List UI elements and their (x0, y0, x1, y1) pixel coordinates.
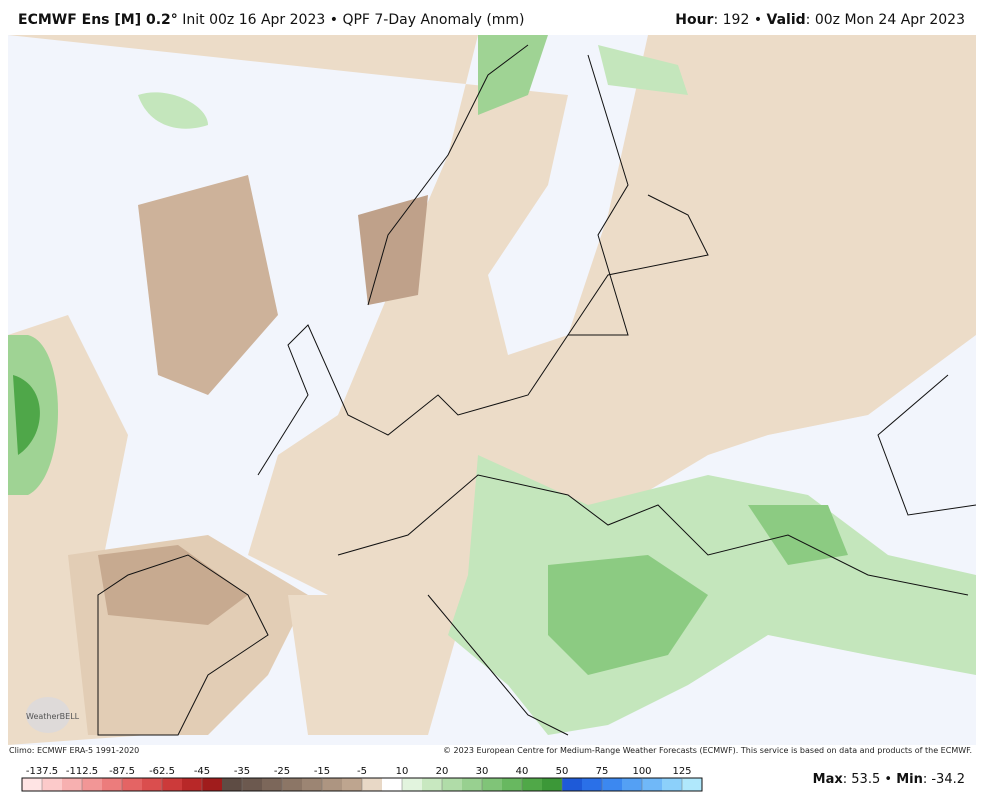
swatch (122, 778, 142, 791)
tick-label: 30 (476, 766, 489, 777)
swatch (42, 778, 62, 791)
swatch (502, 778, 522, 791)
swatch (102, 778, 122, 791)
swatch (462, 778, 482, 791)
swatch (622, 778, 642, 791)
map: WeatherBELL (8, 35, 976, 745)
swatch (402, 778, 422, 791)
swatch (422, 778, 442, 791)
valid-label: Valid (766, 12, 806, 28)
tick-label: 20 (436, 766, 449, 777)
swatch (522, 778, 542, 791)
swatch (642, 778, 662, 791)
tick-label: 40 (516, 766, 529, 777)
tick-label: -25 (274, 766, 290, 777)
copyright: © 2023 European Centre for Medium-Range … (443, 746, 972, 755)
swatch (382, 778, 402, 791)
title: ECMWF Ens [M] 0.2° Init 00z 16 Apr 2023 … (18, 12, 525, 28)
swatch (222, 778, 242, 791)
swatch (582, 778, 602, 791)
tick-label: 75 (596, 766, 609, 777)
sep: • (884, 772, 893, 787)
sep: • (329, 12, 338, 28)
tick-label: 125 (672, 766, 691, 777)
min-label: Min (896, 772, 923, 787)
colorbar: -137.5 -112.5 -87.5 -62.5 -45 -35 -25 -15 -5 10 20… (21, 766, 703, 792)
tick-label: 10 (396, 766, 409, 777)
valid: 00z Mon 24 Apr 2023 (814, 12, 965, 28)
tick-label: -62.5 (149, 766, 175, 777)
tick-label: -112.5 (66, 766, 98, 777)
swatch (442, 778, 462, 791)
tick-label: -45 (194, 766, 210, 777)
swatch (562, 778, 582, 791)
tick-label: -5 (357, 766, 367, 777)
hour-label: Hour (675, 12, 714, 28)
tick-label: -87.5 (109, 766, 135, 777)
swatch (362, 778, 382, 791)
sep: • (753, 12, 763, 28)
tick-label: -137.5 (26, 766, 58, 777)
swatch (22, 778, 42, 791)
tick-label: -35 (234, 766, 250, 777)
swatch (602, 778, 622, 791)
max-label: Max (812, 772, 843, 787)
min: -34.2 (931, 772, 965, 787)
swatch (302, 778, 322, 791)
init: Init 00z 16 Apr 2023 (182, 12, 326, 28)
swatch (242, 778, 262, 791)
climo: Climo: ECMWF ERA-5 1991-2020 (9, 746, 140, 755)
swatch (262, 778, 282, 791)
hour: 192 (722, 12, 750, 28)
max: 53.5 (851, 772, 881, 787)
swatch (322, 778, 342, 791)
swatch (482, 778, 502, 791)
model: ECMWF Ens [M] 0.2° (18, 12, 178, 28)
tick-label: 50 (556, 766, 569, 777)
swatch (62, 778, 82, 791)
tick-label: 100 (632, 766, 651, 777)
stats: Max: 53.5 • Min: -34.2 (812, 772, 965, 787)
swatch (282, 778, 302, 791)
swatch (202, 778, 222, 791)
tick-label: -15 (314, 766, 330, 777)
logo: WeatherBELL (26, 712, 80, 721)
swatch (82, 778, 102, 791)
swatch (662, 778, 682, 791)
swatch (182, 778, 202, 791)
swatch (542, 778, 562, 791)
product: QPF 7-Day Anomaly (mm) (342, 12, 525, 28)
swatch (682, 778, 702, 791)
swatch (342, 778, 362, 791)
swatch (142, 778, 162, 791)
valid-info: Hour: 192 • Valid: 00z Mon 24 Apr 2023 (675, 12, 965, 28)
swatch (162, 778, 182, 791)
